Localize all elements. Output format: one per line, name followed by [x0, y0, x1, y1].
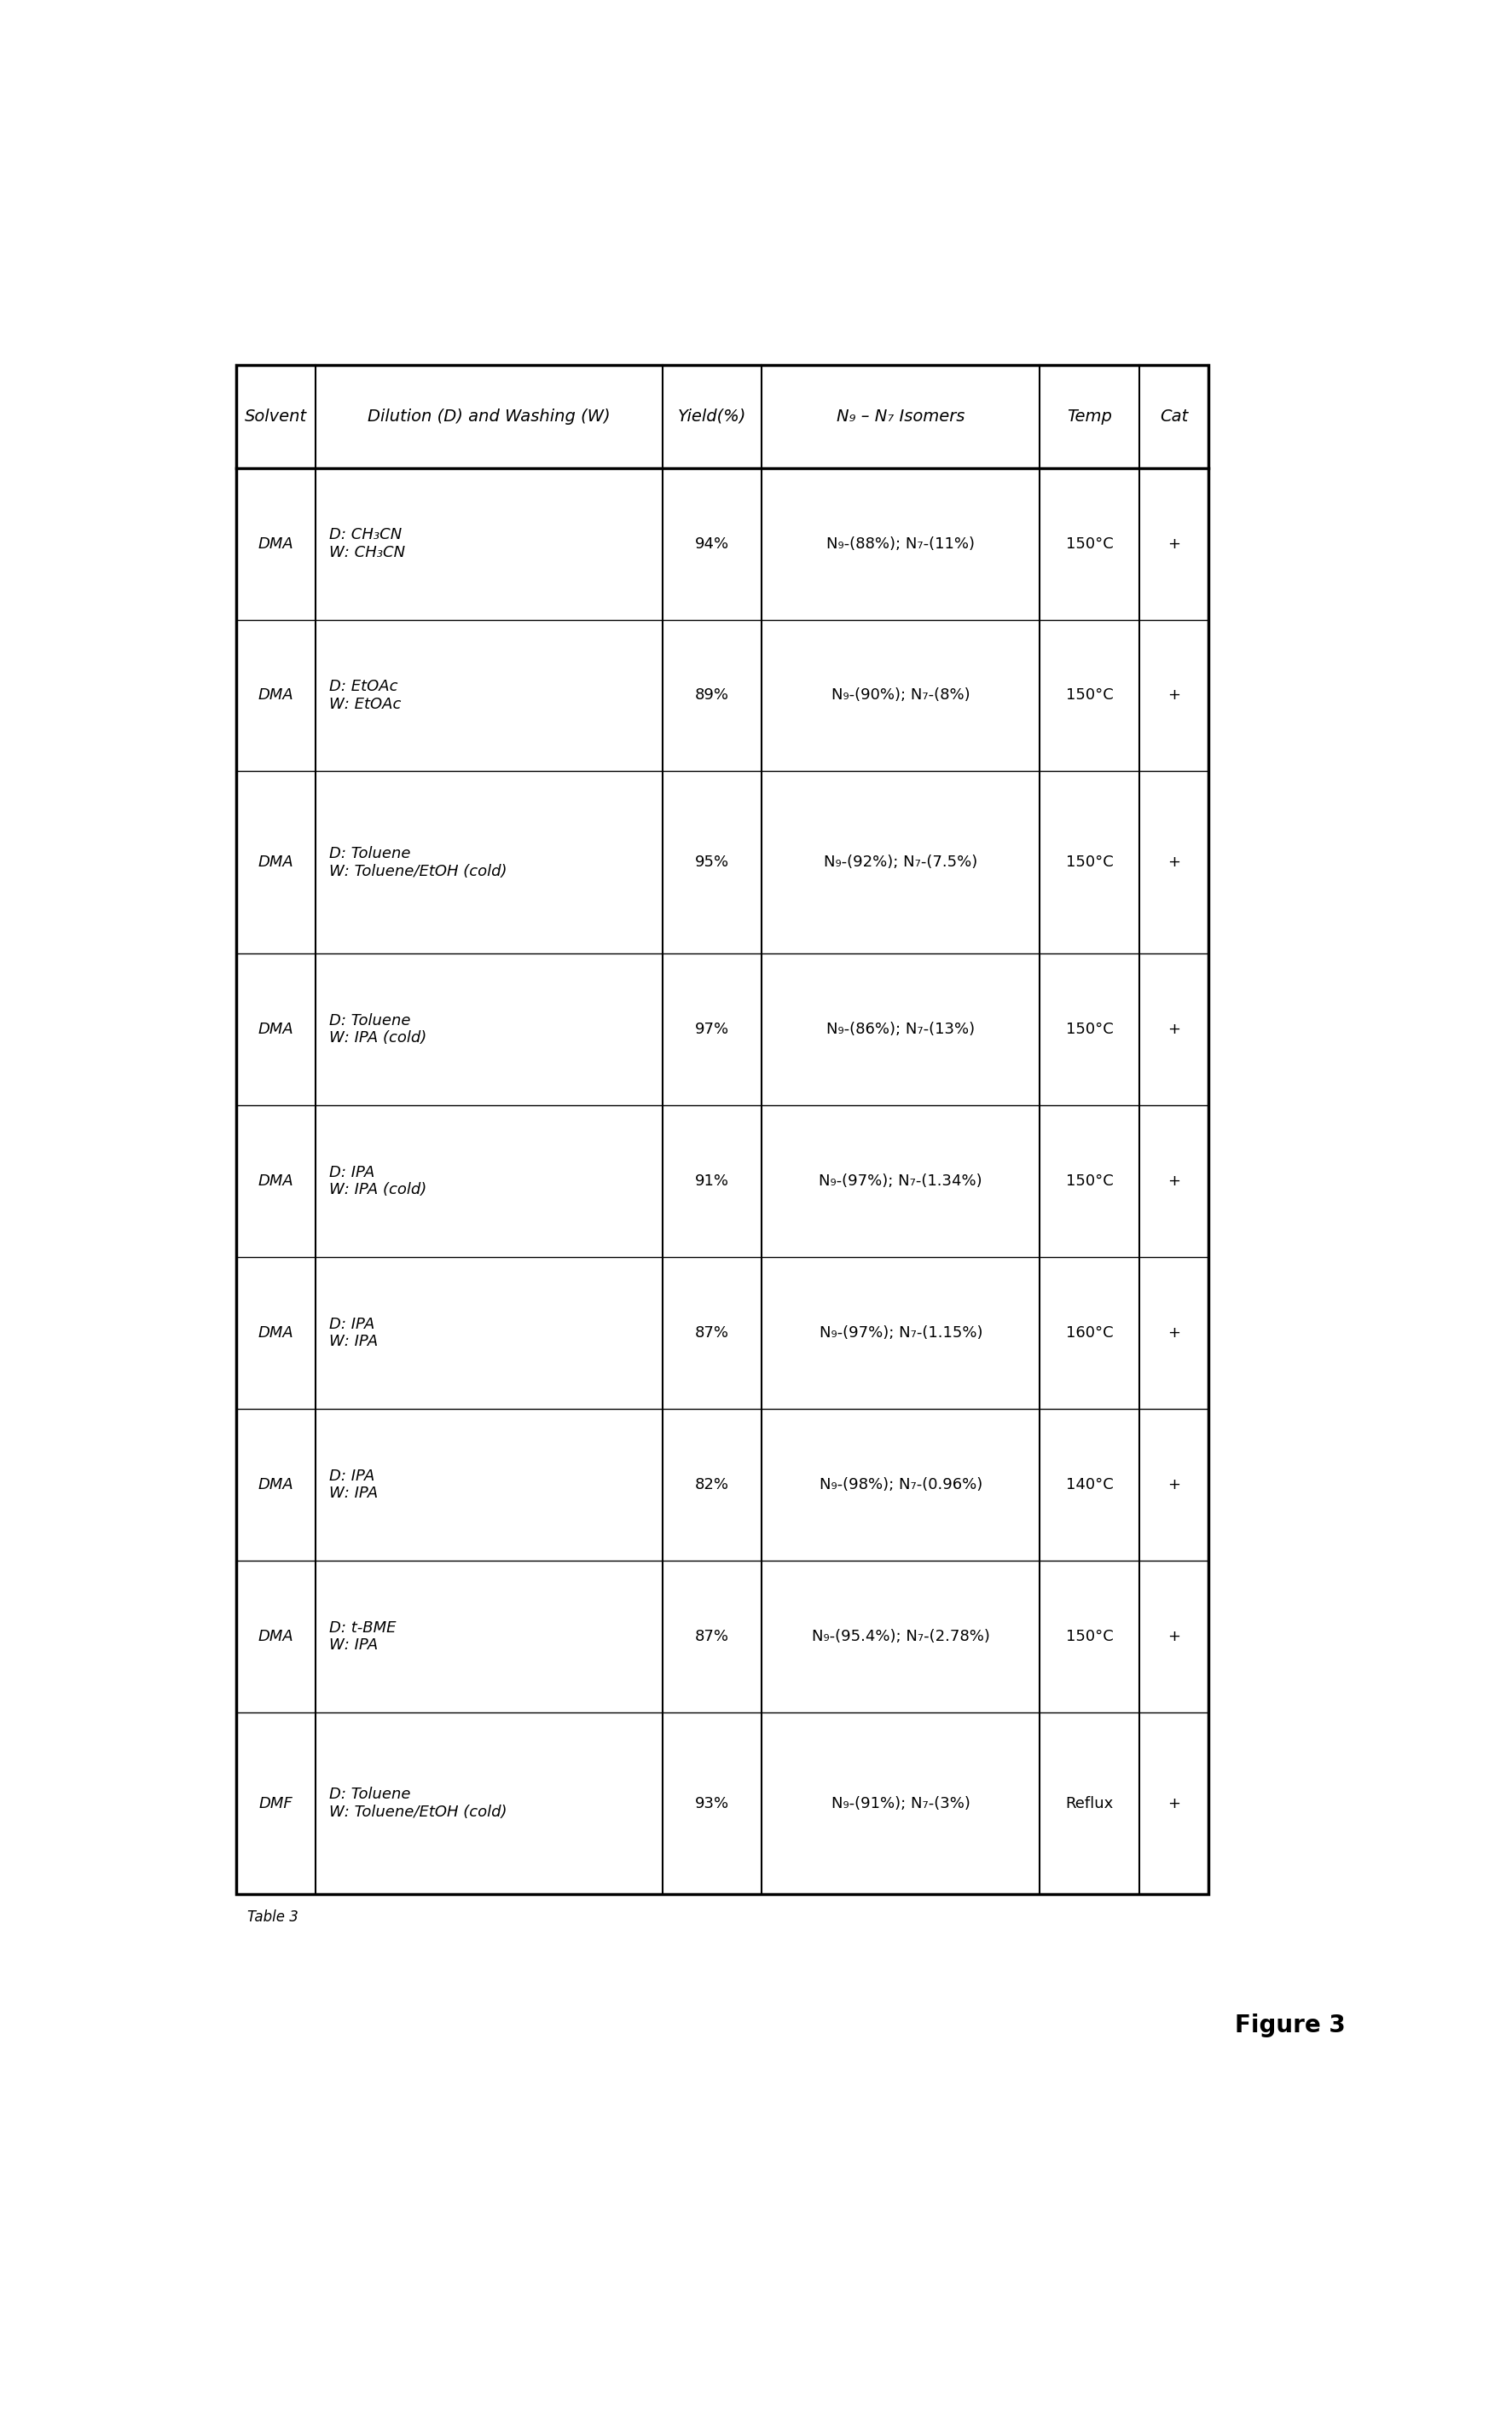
Text: DMA: DMA: [257, 1630, 293, 1645]
Text: 150°C: 150°C: [1066, 1022, 1113, 1037]
Text: 150°C: 150°C: [1066, 1175, 1113, 1189]
Text: N₉-(92%); N₇-(7.5%): N₉-(92%); N₇-(7.5%): [824, 855, 978, 869]
Text: 95%: 95%: [696, 855, 729, 869]
Text: D: Toluene
W: Toluene/EtOH (cold): D: Toluene W: Toluene/EtOH (cold): [330, 845, 507, 879]
Bar: [236, 366, 1208, 1894]
Text: +: +: [1167, 1175, 1181, 1189]
Text: D: IPA
W: IPA (cold): D: IPA W: IPA (cold): [330, 1165, 426, 1199]
Text: 87%: 87%: [696, 1630, 729, 1645]
Text: Temp: Temp: [1067, 409, 1111, 424]
Text: DMA: DMA: [257, 688, 293, 702]
Text: D: t-BME
W: IPA: D: t-BME W: IPA: [330, 1620, 396, 1654]
Text: 150°C: 150°C: [1066, 688, 1113, 702]
Text: 87%: 87%: [696, 1325, 729, 1342]
Text: Solvent: Solvent: [245, 409, 307, 424]
Text: Yield(%): Yield(%): [677, 409, 747, 424]
Text: +: +: [1167, 1022, 1181, 1037]
Text: Figure 3: Figure 3: [1235, 2013, 1346, 2037]
Text: DMA: DMA: [257, 1325, 293, 1342]
Text: 160°C: 160°C: [1066, 1325, 1113, 1342]
Text: D: CH₃CN
W: CH₃CN: D: CH₃CN W: CH₃CN: [330, 528, 405, 559]
Text: +: +: [1167, 1325, 1181, 1342]
Text: Reflux: Reflux: [1066, 1795, 1113, 1812]
Text: N₉-(97%); N₇-(1.15%): N₉-(97%); N₇-(1.15%): [820, 1325, 983, 1342]
Text: 140°C: 140°C: [1066, 1477, 1113, 1492]
Text: +: +: [1167, 1477, 1181, 1492]
Text: D: IPA
W: IPA: D: IPA W: IPA: [330, 1318, 378, 1349]
Text: 150°C: 150°C: [1066, 535, 1113, 552]
Text: DMA: DMA: [257, 1175, 293, 1189]
Text: N₉-(97%); N₇-(1.34%): N₉-(97%); N₇-(1.34%): [820, 1175, 983, 1189]
Text: +: +: [1167, 1630, 1181, 1645]
Text: N₉-(86%); N₇-(13%): N₉-(86%); N₇-(13%): [827, 1022, 975, 1037]
Text: 93%: 93%: [696, 1795, 729, 1812]
Text: 94%: 94%: [696, 535, 729, 552]
Text: DMA: DMA: [257, 1477, 293, 1492]
Text: 82%: 82%: [696, 1477, 729, 1492]
Text: Dilution (D) and Washing (W): Dilution (D) and Washing (W): [367, 409, 611, 424]
Text: N₉-(95.4%); N₇-(2.78%): N₉-(95.4%); N₇-(2.78%): [812, 1630, 990, 1645]
Text: Cat: Cat: [1160, 409, 1188, 424]
Text: DMA: DMA: [257, 855, 293, 869]
Text: +: +: [1167, 535, 1181, 552]
Text: DMF: DMF: [259, 1795, 292, 1812]
Text: 97%: 97%: [696, 1022, 729, 1037]
Text: DMA: DMA: [257, 1022, 293, 1037]
Text: N₉-(98%); N₇-(0.96%): N₉-(98%); N₇-(0.96%): [820, 1477, 983, 1492]
Text: Table 3: Table 3: [248, 1909, 299, 1925]
Text: +: +: [1167, 1795, 1181, 1812]
Text: N₉-(91%); N₇-(3%): N₉-(91%); N₇-(3%): [832, 1795, 971, 1812]
Text: D: Toluene
W: Toluene/EtOH (cold): D: Toluene W: Toluene/EtOH (cold): [330, 1787, 507, 1819]
Text: D: EtOAc
W: EtOAc: D: EtOAc W: EtOAc: [330, 678, 401, 712]
Text: 91%: 91%: [696, 1175, 729, 1189]
Text: 89%: 89%: [696, 688, 729, 702]
Text: DMA: DMA: [257, 535, 293, 552]
Text: 150°C: 150°C: [1066, 855, 1113, 869]
Text: +: +: [1167, 688, 1181, 702]
Text: N₉ – N₇ Isomers: N₉ – N₇ Isomers: [836, 409, 965, 424]
Text: +: +: [1167, 855, 1181, 869]
Text: 150°C: 150°C: [1066, 1630, 1113, 1645]
Text: D: IPA
W: IPA: D: IPA W: IPA: [330, 1468, 378, 1502]
Text: D: Toluene
W: IPA (cold): D: Toluene W: IPA (cold): [330, 1012, 426, 1046]
Text: N₉-(90%); N₇-(8%): N₉-(90%); N₇-(8%): [832, 688, 971, 702]
Text: N₉-(88%); N₇-(11%): N₉-(88%); N₇-(11%): [827, 535, 975, 552]
